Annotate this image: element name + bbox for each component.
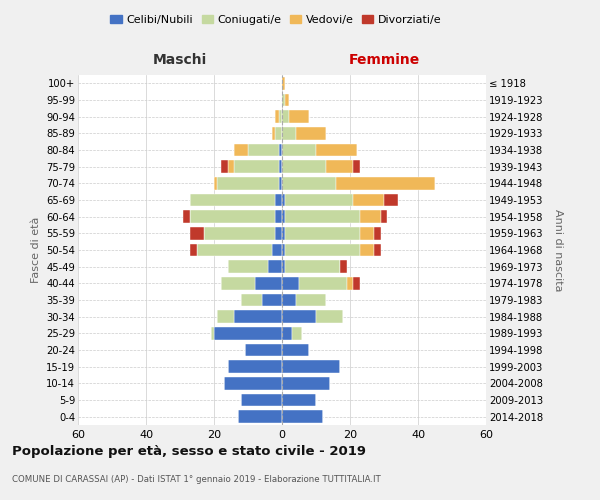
Bar [190, 194, 275, 206]
Bar [282, 194, 286, 206]
Bar [221, 160, 227, 173]
Bar [282, 177, 337, 190]
Bar [238, 410, 282, 423]
Text: Maschi: Maschi [153, 52, 207, 66]
Bar [380, 210, 388, 223]
Bar [282, 144, 316, 156]
Bar [245, 344, 282, 356]
Bar [241, 294, 262, 306]
Bar [235, 310, 282, 323]
Bar [224, 377, 282, 390]
Text: Popolazione per età, sesso e stato civile - 2019: Popolazione per età, sesso e stato civil… [12, 445, 366, 458]
Bar [282, 227, 286, 239]
Bar [286, 244, 360, 256]
Bar [275, 210, 282, 223]
Y-axis label: Fasce di età: Fasce di età [31, 217, 41, 283]
Bar [282, 127, 296, 140]
Bar [227, 260, 268, 273]
Bar [282, 77, 286, 90]
Bar [282, 310, 316, 323]
Bar [282, 410, 323, 423]
Bar [316, 310, 343, 323]
Bar [282, 360, 340, 373]
Bar [272, 244, 282, 256]
Bar [384, 194, 398, 206]
Bar [282, 160, 326, 173]
Bar [292, 327, 302, 340]
Bar [360, 244, 374, 256]
Bar [211, 327, 214, 340]
Bar [190, 210, 275, 223]
Bar [360, 210, 380, 223]
Y-axis label: Anni di nascita: Anni di nascita [553, 208, 563, 291]
Bar [347, 277, 353, 289]
Bar [235, 144, 248, 156]
Bar [248, 144, 278, 156]
Bar [278, 177, 282, 190]
Bar [255, 277, 282, 289]
Bar [190, 244, 197, 256]
Bar [282, 344, 309, 356]
Bar [227, 360, 282, 373]
Bar [353, 194, 384, 206]
Bar [374, 244, 380, 256]
Bar [217, 310, 235, 323]
Bar [278, 110, 282, 123]
Bar [282, 327, 292, 340]
Bar [282, 94, 286, 106]
Bar [289, 110, 309, 123]
Bar [286, 227, 360, 239]
Bar [262, 294, 282, 306]
Bar [374, 227, 380, 239]
Bar [326, 160, 353, 173]
Bar [221, 277, 255, 289]
Bar [282, 277, 299, 289]
Bar [353, 277, 360, 289]
Bar [217, 177, 278, 190]
Bar [184, 210, 190, 223]
Bar [286, 194, 353, 206]
Bar [299, 277, 347, 289]
Bar [286, 210, 360, 223]
Bar [204, 227, 275, 239]
Bar [353, 160, 360, 173]
Bar [360, 227, 374, 239]
Bar [282, 110, 289, 123]
Bar [214, 177, 217, 190]
Bar [282, 244, 286, 256]
Bar [340, 260, 347, 273]
Bar [275, 110, 278, 123]
Bar [214, 327, 282, 340]
Bar [282, 394, 316, 406]
Text: Femmine: Femmine [349, 52, 419, 66]
Bar [278, 144, 282, 156]
Bar [241, 394, 282, 406]
Bar [197, 244, 272, 256]
Legend: Celibi/Nubili, Coniugati/e, Vedovi/e, Divorziati/e: Celibi/Nubili, Coniugati/e, Vedovi/e, Di… [106, 10, 446, 29]
Bar [296, 294, 326, 306]
Bar [235, 160, 278, 173]
Bar [190, 227, 204, 239]
Bar [282, 260, 286, 273]
Bar [275, 194, 282, 206]
Bar [316, 144, 357, 156]
Text: COMUNE DI CARASSAI (AP) - Dati ISTAT 1° gennaio 2019 - Elaborazione TUTTITALIA.I: COMUNE DI CARASSAI (AP) - Dati ISTAT 1° … [12, 475, 381, 484]
Bar [286, 260, 340, 273]
Bar [337, 177, 435, 190]
Bar [272, 127, 275, 140]
Bar [282, 294, 296, 306]
Bar [275, 127, 282, 140]
Bar [268, 260, 282, 273]
Bar [227, 160, 235, 173]
Bar [278, 160, 282, 173]
Bar [282, 377, 329, 390]
Bar [296, 127, 326, 140]
Bar [286, 94, 289, 106]
Bar [282, 210, 286, 223]
Bar [275, 227, 282, 239]
